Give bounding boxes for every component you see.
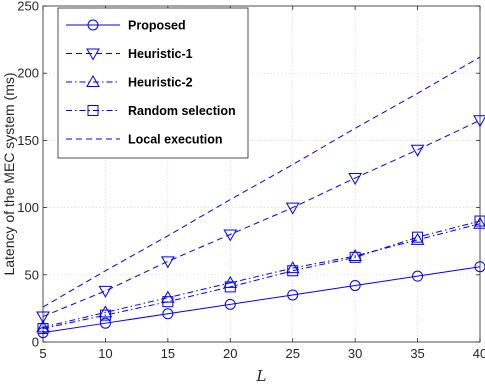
x-tick-label: 20 (223, 346, 237, 361)
data-point-proposed (224, 298, 236, 310)
x-tick-label: 40 (473, 346, 485, 361)
legend-item-heuristic-1: Heuristic-1 (66, 47, 193, 61)
data-point-random-selection (287, 265, 299, 277)
data-point-heuristic-1 (98, 285, 113, 298)
y-axis-label: Latency of the MEC system (ms) (1, 72, 17, 275)
data-point-random-selection (474, 215, 485, 227)
data-point-heuristic-1 (160, 256, 175, 269)
legend-marker (86, 48, 100, 61)
data-point-heuristic-2 (36, 320, 50, 333)
y-tick-label: 150 (17, 133, 39, 148)
data-point-heuristic-1 (410, 144, 425, 157)
legend: Proposed Heuristic-1 Heuristic-2 Random sel… (57, 7, 249, 159)
data-point-heuristic-1 (348, 173, 363, 186)
legend-label: Heuristic-2 (128, 76, 193, 90)
legend-item-proposed: Proposed (66, 19, 186, 33)
data-point-random-selection (99, 309, 111, 321)
data-point-heuristic-1 (473, 115, 485, 128)
legend-marker (86, 74, 100, 87)
y-tick-label: 100 (17, 200, 39, 215)
x-tick-label: 35 (410, 346, 424, 361)
data-point-heuristic-2 (473, 216, 485, 229)
axis-ticks: 5 10 15 20 25 30 35 40 0 50 100 150 200 250 (17, 0, 485, 361)
data-point-random-selection (224, 281, 236, 293)
x-tick-label: 30 (348, 346, 362, 361)
legend-label: Heuristic-1 (128, 47, 193, 61)
data-point-heuristic-2 (285, 261, 300, 274)
data-point-heuristic-2 (98, 305, 113, 318)
legend-marker (87, 19, 99, 31)
legend-item-heuristic-2: Heuristic-2 (66, 74, 193, 90)
legend-label: Local execution (128, 133, 222, 147)
data-point-proposed (287, 289, 299, 301)
x-tick-label: 15 (161, 346, 175, 361)
series-line-random-selection (42, 220, 481, 330)
data-point-random-selection (162, 296, 174, 308)
data-point-proposed (162, 308, 174, 320)
data-point-heuristic-1 (285, 202, 300, 215)
legend-marker (87, 105, 99, 116)
data-point-random-selection (37, 323, 49, 335)
y-tick-label: 0 (32, 335, 39, 350)
plot-frame (42, 5, 481, 343)
data-point-proposed (349, 280, 361, 292)
data-point-heuristic-1 (36, 311, 50, 324)
legend-label: Proposed (128, 19, 186, 33)
data-point-proposed (412, 270, 424, 282)
series-line-heuristic-2 (42, 223, 481, 328)
legend-box (57, 7, 249, 159)
data-point-random-selection (349, 251, 361, 263)
data-point-proposed (99, 317, 111, 329)
data-point-heuristic-2 (410, 232, 425, 245)
series-layer (36, 56, 485, 339)
x-tick-label: 10 (98, 346, 112, 361)
x-tick-label: 5 (39, 346, 46, 361)
x-axis-label: L (256, 367, 267, 385)
legend-label: Random selection (128, 104, 236, 118)
y-tick-label: 50 (25, 267, 39, 282)
series-random-selection (37, 215, 485, 335)
data-point-heuristic-2 (348, 248, 363, 261)
series-line-local-execution (42, 56, 481, 308)
y-tick-label: 200 (17, 66, 39, 81)
series-line-proposed (42, 266, 481, 334)
x-tick-label: 25 (285, 346, 299, 361)
data-point-heuristic-1 (223, 229, 238, 242)
y-tick-label: 250 (17, 0, 39, 14)
series-heuristic-1 (36, 115, 485, 324)
legend-item-local-execution: Local execution (66, 133, 222, 147)
data-point-random-selection (412, 231, 424, 243)
series-local-execution (42, 56, 481, 308)
data-point-proposed (474, 261, 485, 273)
legend-item-random-selection: Random selection (66, 104, 236, 118)
